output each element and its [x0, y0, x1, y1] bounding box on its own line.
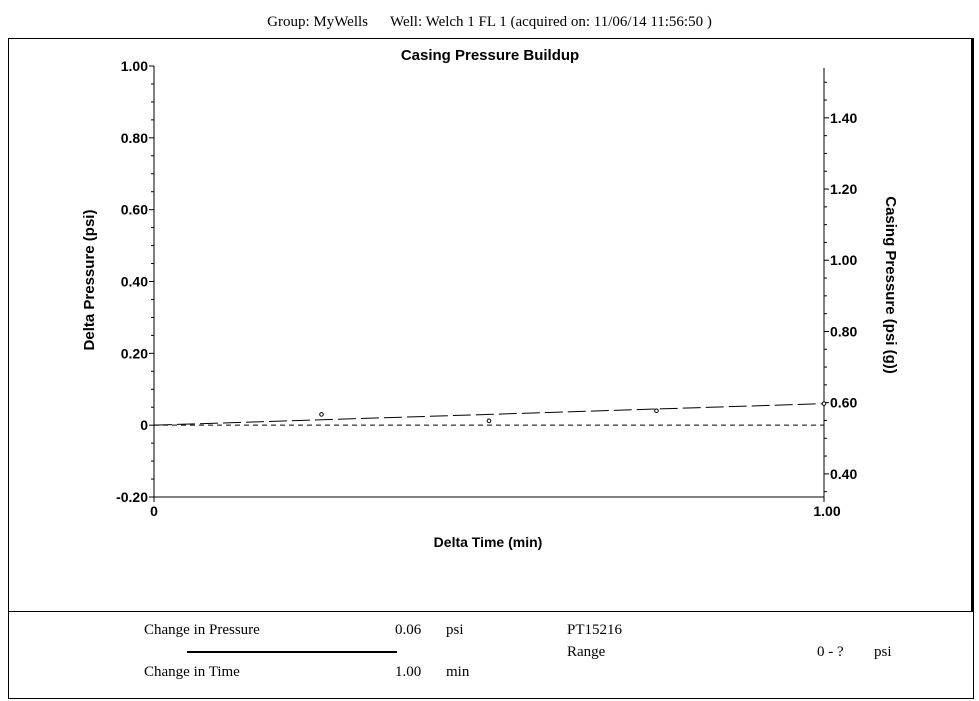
group-label: Group: MyWells	[267, 14, 369, 30]
chart-title: Casing Pressure Buildup	[401, 47, 579, 64]
fraction-bar	[187, 651, 397, 653]
y2-tick-label: 0.40	[830, 466, 857, 482]
x-tick-label: 1.00	[813, 503, 840, 519]
y-tick-label: 0.60	[121, 202, 148, 218]
well-label: Well: Welch 1 FL 1 (acquired on: 11/06/1…	[390, 14, 712, 30]
sensor-id: PT15216	[567, 622, 623, 638]
change-time-label: Change in Time	[144, 664, 240, 680]
data-point-marker	[486, 418, 492, 424]
y-tick-label: 0.20	[121, 345, 148, 361]
axes: -0.2000.200.400.600.801.000.400.600.801.…	[116, 58, 857, 519]
y-tick-label: 0	[140, 417, 148, 433]
change-pressure-label: Change in Pressure	[144, 622, 260, 638]
chart-header: Group: MyWells Well: Welch 1 FL 1 (acquir…	[0, 14, 979, 34]
y2-tick-label: 1.20	[830, 181, 857, 197]
range-value: 0 - ?	[817, 644, 844, 660]
change-pressure-unit: psi	[446, 622, 464, 638]
change-time-unit: min	[446, 664, 470, 680]
footer-divider	[8, 611, 974, 612]
series-layer	[153, 401, 827, 426]
y2-axis-label: Casing Pressure (psi (g))	[882, 196, 899, 374]
y2-tick-label: 1.00	[830, 252, 857, 268]
data-point-marker	[319, 412, 324, 417]
y-tick-label: 0.40	[121, 274, 148, 290]
y-tick-label: 1.00	[121, 58, 148, 74]
frame-right-bar	[971, 38, 974, 611]
range-unit: psi	[874, 644, 892, 660]
range-label: Range	[567, 644, 606, 660]
data-point-marker	[821, 401, 827, 406]
x-axis-label: Delta Time (min)	[434, 534, 543, 550]
y2-tick-label: 0.80	[830, 323, 857, 339]
x-tick-label: 0	[150, 503, 158, 519]
y-tick-label: -0.20	[116, 489, 148, 505]
y2-tick-label: 0.60	[830, 395, 857, 411]
y-tick-label: 0.80	[121, 130, 148, 146]
data-point-marker	[654, 408, 659, 414]
change-time-value: 1.00	[395, 664, 422, 680]
pressure-trend-line	[153, 403, 825, 426]
y-axis-label: Delta Pressure (psi)	[81, 210, 98, 351]
y2-tick-label: 1.40	[830, 110, 857, 126]
change-pressure-value: 0.06	[395, 622, 422, 638]
